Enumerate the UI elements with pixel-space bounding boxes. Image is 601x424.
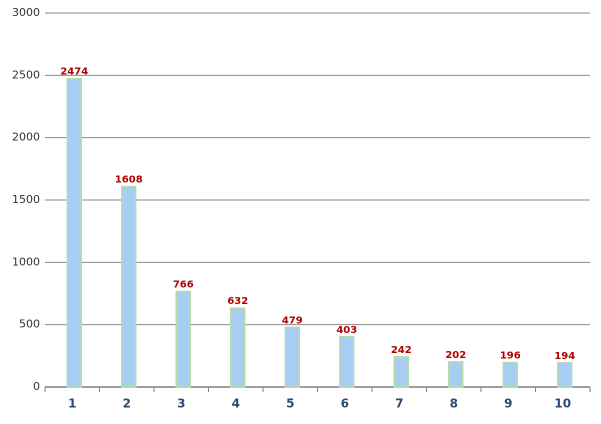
y-tick-label: 3000	[12, 6, 40, 19]
bar	[230, 307, 246, 388]
x-tick-label: 5	[286, 397, 294, 411]
bar	[393, 356, 409, 388]
bar	[175, 290, 191, 388]
value-label: 194	[554, 351, 575, 362]
y-tick-label: 0	[33, 380, 40, 393]
x-tick-label: 1	[68, 397, 76, 411]
x-tick-label: 7	[395, 397, 403, 411]
value-label: 1608	[115, 175, 143, 186]
value-label: 403	[336, 325, 357, 336]
bar	[284, 326, 300, 388]
value-label: 766	[173, 280, 194, 291]
y-tick-label: 2000	[12, 131, 40, 144]
x-tick-label: 6	[341, 397, 349, 411]
bar	[121, 185, 137, 388]
bar	[502, 361, 518, 388]
value-label: 242	[391, 345, 412, 356]
value-label: 202	[445, 350, 466, 361]
x-tick-label: 9	[504, 397, 512, 411]
value-label: 479	[282, 315, 303, 326]
x-tick-label: 3	[177, 397, 185, 411]
value-label: 2474	[60, 67, 88, 78]
bar	[339, 336, 355, 388]
value-label: 632	[227, 296, 248, 307]
y-tick-label: 1500	[12, 193, 40, 206]
bar	[448, 361, 464, 388]
x-tick-label: 8	[450, 397, 458, 411]
x-tick-label: 2	[123, 397, 131, 411]
x-tick-label: 10	[554, 397, 571, 411]
y-tick-label: 1000	[12, 255, 40, 268]
bar	[66, 77, 82, 388]
value-label: 196	[500, 351, 521, 362]
x-tick-label: 4	[232, 397, 240, 411]
bar	[557, 362, 573, 388]
y-tick-label: 2500	[12, 68, 40, 81]
y-tick-label: 500	[19, 318, 40, 331]
